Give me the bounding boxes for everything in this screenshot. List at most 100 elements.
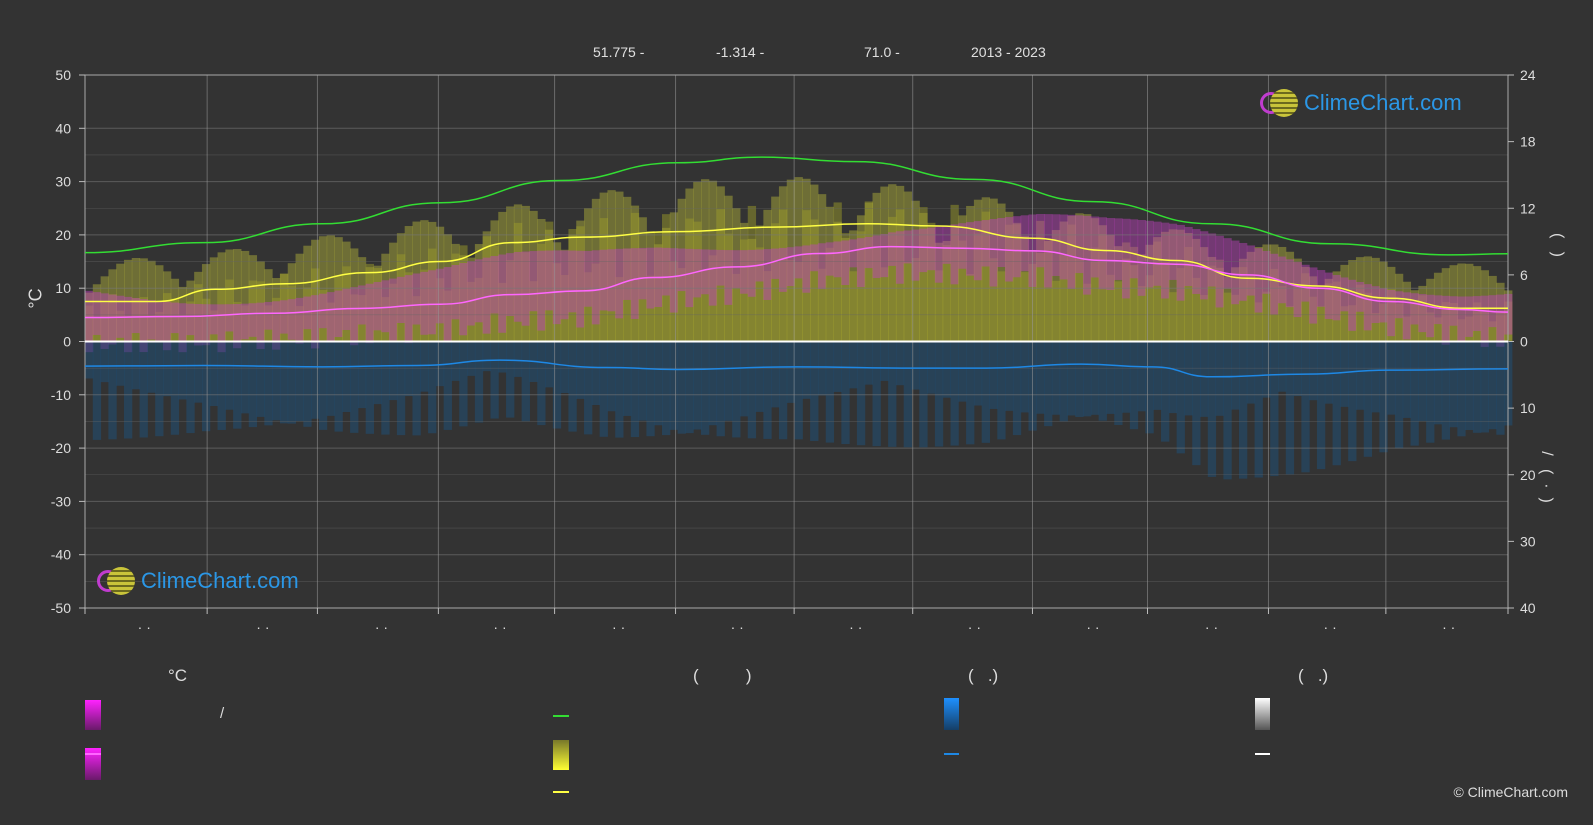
- temp-range-bar: [1184, 226, 1193, 287]
- precip-day-bar: [708, 341, 718, 426]
- temp-range-bar: [623, 248, 632, 300]
- sunshine-hours-bar: [1012, 224, 1022, 342]
- right-top-tick-label: 24: [1520, 67, 1536, 83]
- sunshine-hours-bar: [942, 244, 951, 342]
- precip-day-bar: [350, 341, 359, 433]
- precip-day-bar: [240, 341, 250, 414]
- temp-range-bar: [1457, 296, 1466, 341]
- temp-range-bar: [1441, 295, 1451, 345]
- temp-range-bar: [1410, 293, 1419, 325]
- logo-text: ClimeChart.com: [1304, 90, 1462, 115]
- precip-day-bar: [1238, 341, 1248, 479]
- sunshine-hours-bar: [209, 310, 219, 342]
- right-top-tick-label: 6: [1520, 267, 1528, 283]
- legend-sun-heading: ( ): [693, 666, 752, 685]
- logo-top[interactable]: ClimeChart.com: [1260, 89, 1462, 117]
- precip-day-bar: [568, 341, 577, 432]
- copyright: © ClimeChart.com: [1453, 784, 1568, 800]
- sunshine-hours-bar: [708, 255, 718, 342]
- sunshine-hours-bar: [1122, 242, 1131, 342]
- sunshine-hours-bar: [934, 270, 944, 342]
- temp-range-bar: [381, 280, 390, 333]
- temp-range-bar: [981, 220, 990, 267]
- temp-range-bar: [248, 303, 258, 337]
- temp-range-bar: [1371, 286, 1380, 323]
- precip-day-bar: [233, 341, 242, 429]
- temp-range-bar: [810, 244, 819, 272]
- sunshine-hours-bar: [716, 209, 725, 342]
- month-tick-label: · ·: [1205, 619, 1218, 635]
- month-tick-label: · ·: [1442, 619, 1455, 635]
- precip-day-bar: [669, 341, 679, 430]
- temp-range-bar: [1083, 215, 1092, 295]
- temp-range-bar: [1465, 296, 1474, 337]
- precip-day-bar: [459, 341, 468, 427]
- precip-day-bar: [365, 341, 374, 434]
- precip-day-bar: [1324, 341, 1334, 404]
- sunshine-hours-bar: [685, 218, 694, 342]
- sunshine-hours-bar: [420, 269, 429, 342]
- precip-day-bar: [841, 341, 850, 445]
- sunshine-hours-bar: [1036, 220, 1045, 342]
- sunshine-hours-bar: [545, 221, 554, 342]
- temp-range-bar: [856, 238, 866, 288]
- sunshine-hours-bar: [739, 239, 749, 342]
- sunshine-hours-bar: [576, 226, 585, 342]
- temp-range-bar: [1176, 224, 1185, 301]
- sunshine-hours-bar: [817, 268, 827, 342]
- temp-range-bar: [482, 257, 491, 334]
- precip-day-bar: [1262, 341, 1271, 398]
- precip-day-bar: [92, 341, 102, 440]
- temp-range-bar: [186, 303, 195, 336]
- sunshine-hours-bar: [1293, 286, 1302, 342]
- precip-day-bar: [1005, 341, 1014, 411]
- temp-range-bar: [739, 250, 749, 294]
- precip-day-bar: [864, 341, 874, 385]
- sunshine-hours-bar: [1387, 289, 1396, 342]
- precip-day-bar: [537, 341, 546, 426]
- sunshine-hours-bar: [700, 270, 710, 342]
- precip-day-bar: [217, 341, 226, 430]
- precip-day-bar: [552, 341, 562, 429]
- sunshine-hours-bar: [677, 268, 686, 342]
- sunshine-hours-bar: [825, 247, 835, 342]
- precip-day-bar: [1355, 341, 1365, 410]
- temp-range-bar: [1238, 242, 1248, 301]
- sunshine-hours-bar: [1441, 302, 1451, 342]
- sunshine-hours-bar: [1005, 224, 1014, 342]
- temp-range-bar: [357, 285, 367, 325]
- precip-day-bar: [1168, 341, 1178, 414]
- precip-day-bar: [123, 341, 133, 439]
- sunshine-hours-bar: [311, 268, 320, 342]
- temp-range-bar: [373, 282, 382, 331]
- temp-range-bar: [170, 302, 180, 334]
- precip-day-bar: [1348, 341, 1357, 462]
- temp-range-bar: [786, 247, 796, 287]
- temp-range-bar: [428, 270, 437, 335]
- precip-day-bar: [584, 341, 593, 435]
- precip-day-bar: [1418, 341, 1427, 422]
- temp-range-bar: [318, 293, 328, 329]
- sunshine-hours-bar: [1067, 224, 1076, 342]
- sunshine-hours-bar: [841, 233, 850, 342]
- temp-range-bar: [973, 221, 983, 281]
- sunshine-hours-bar: [396, 254, 406, 342]
- temp-range-bar: [1005, 217, 1014, 282]
- sunshine-hours-bar: [638, 248, 647, 342]
- temp-range-bar: [225, 304, 234, 332]
- temp-range-bar: [1223, 238, 1232, 289]
- sunshine-hours-bar: [615, 277, 624, 342]
- sunshine-hours-bar: [1207, 265, 1217, 342]
- temp-range-bar: [1114, 218, 1123, 280]
- precip-day-bar: [1231, 341, 1240, 410]
- precip-day-bar: [895, 341, 905, 386]
- precip-day-bar: [576, 341, 585, 399]
- precip-day-bar: [186, 341, 195, 434]
- month-tick-label: · ·: [849, 619, 862, 635]
- left-axis-title: °C: [25, 288, 46, 309]
- precip-day-bar: [225, 341, 234, 410]
- sunshine-hours-bar: [474, 277, 484, 342]
- precip-day-bar: [591, 341, 601, 406]
- temp-range-bar: [864, 236, 874, 269]
- logo-bottom[interactable]: ClimeChart.com: [97, 567, 299, 595]
